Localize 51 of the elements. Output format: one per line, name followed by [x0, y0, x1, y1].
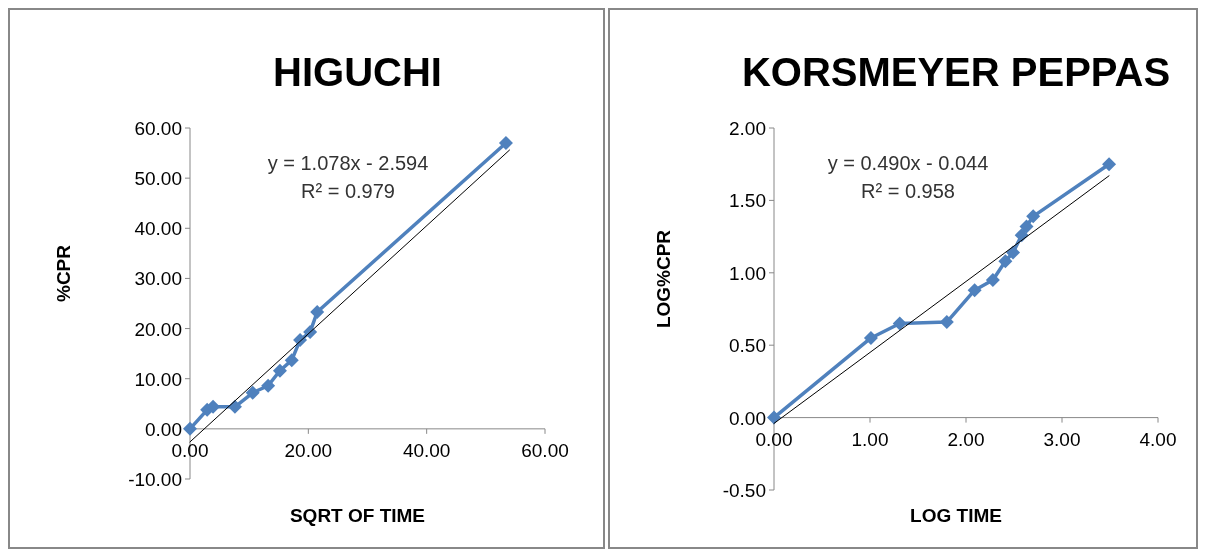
chart-title: HIGUCHI	[273, 50, 442, 94]
point	[767, 410, 781, 425]
y-tick-label: 1.00	[729, 262, 766, 284]
point	[1102, 157, 1117, 172]
y-tick-label: -10.00	[128, 469, 182, 490]
x-axis-title: SQRT OF TIME	[289, 505, 426, 526]
y-tick-label: 0.50	[729, 335, 766, 357]
annotation: R² = 0.979	[301, 180, 395, 202]
x-tick-label: 3.00	[1043, 428, 1081, 450]
x-tick-label: 0.00	[171, 439, 209, 461]
point	[1026, 209, 1041, 224]
point	[284, 353, 299, 368]
y-axis-title: LOG%CPR	[653, 229, 674, 329]
point	[498, 136, 513, 151]
point	[967, 283, 982, 298]
point	[1019, 219, 1034, 234]
point	[892, 316, 907, 331]
x-axis-title: LOG TIME	[910, 505, 1002, 526]
point	[939, 315, 954, 330]
x-tick-label: 0.00	[755, 428, 793, 450]
y-tick-label: 30.00	[134, 268, 182, 290]
x-tick-label: 2.00	[947, 428, 985, 450]
x-tick-label: 40.00	[402, 439, 451, 461]
point	[998, 254, 1013, 269]
y-tick-label: 10.00	[134, 368, 182, 390]
y-tick-label: 60.00	[134, 118, 182, 139]
x-tick-label: 20.00	[284, 439, 333, 461]
point	[206, 399, 221, 414]
point	[183, 421, 197, 436]
y-tick-label: 1.50	[729, 190, 766, 212]
y-tick-label: 0.00	[729, 407, 766, 429]
point	[863, 330, 878, 345]
y-tick-label: -0.50	[722, 480, 766, 501]
x-tick-label: 1.00	[851, 428, 889, 450]
point	[261, 378, 276, 393]
annotation: R² = 0.958	[861, 180, 955, 202]
point	[310, 305, 325, 320]
x-tick-label: 60.00	[521, 439, 569, 461]
y-tick-label: 50.00	[134, 168, 182, 190]
y-tick-label: 40.00	[134, 218, 182, 240]
chart-title: KORSMEYER PEPPAS	[741, 50, 1171, 94]
annotation: y = 0.490x - 0.044	[827, 152, 989, 174]
y-tick-label: 20.00	[134, 318, 182, 340]
y-tick-label: 2.00	[729, 118, 766, 139]
point	[245, 385, 260, 400]
y-axis-title: %CPR	[53, 244, 74, 303]
x-tick-label: 4.00	[1139, 428, 1177, 450]
point	[272, 363, 287, 378]
point	[1006, 245, 1021, 260]
point	[985, 273, 1000, 288]
annotation: y = 1.078x - 2.594	[267, 152, 429, 174]
